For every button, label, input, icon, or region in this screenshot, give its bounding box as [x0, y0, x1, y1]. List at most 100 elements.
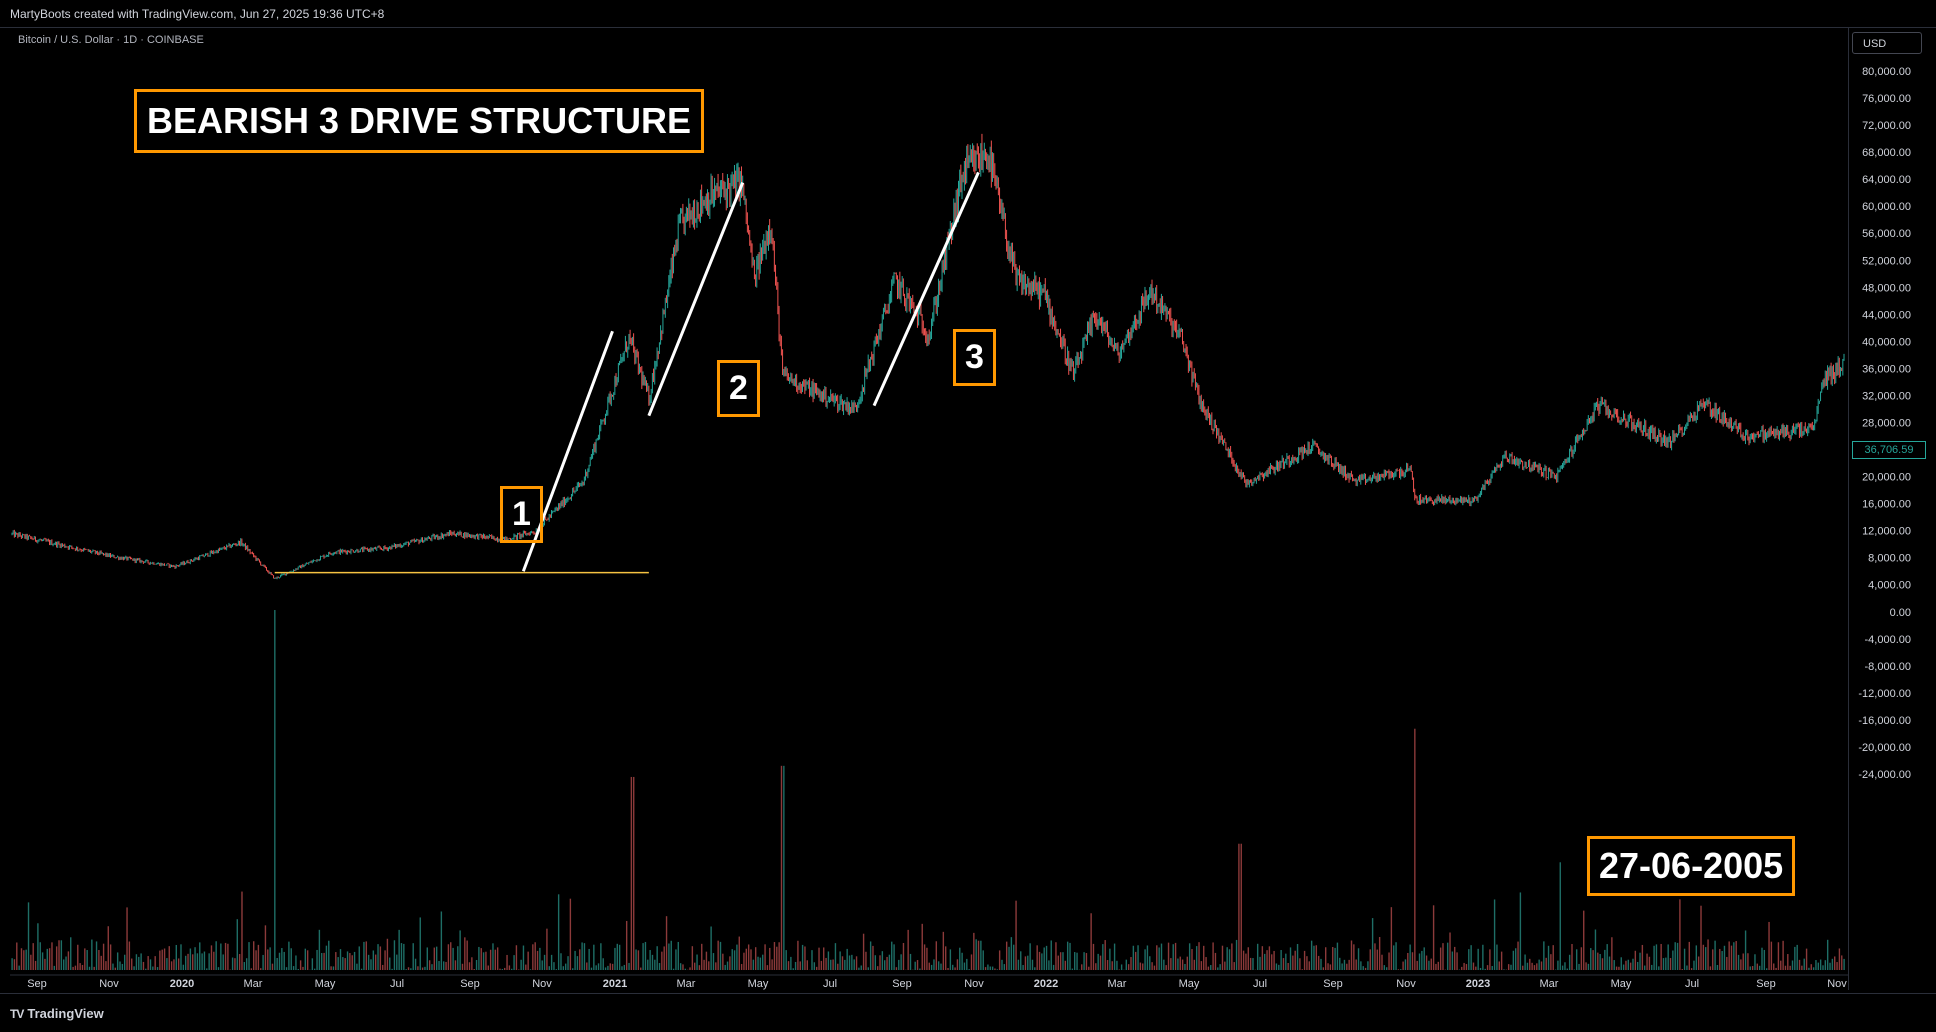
volume-bar: [595, 965, 596, 970]
volume-bar: [724, 965, 725, 970]
volume-bar: [990, 967, 991, 970]
time-tick-label: 2021: [603, 978, 627, 990]
volume-bar: [1663, 958, 1664, 970]
volume-bar: [884, 960, 885, 970]
volume-bar: [307, 950, 308, 970]
volume-bar: [1262, 946, 1263, 970]
volume-bar: [1402, 962, 1403, 970]
volume-bar: [1170, 958, 1171, 970]
volume-bar: [1236, 940, 1237, 970]
volume-bar: [408, 967, 409, 970]
date-annotation[interactable]: 27-06-2005: [1587, 836, 1795, 896]
volume-bar: [556, 969, 557, 970]
volume-bar: [337, 957, 338, 970]
volume-bar: [1243, 951, 1244, 970]
drawings: [275, 172, 979, 572]
volume-bar: [983, 950, 984, 970]
volume-bar: [795, 962, 796, 970]
volume-bar: [1208, 967, 1209, 970]
volume-bar: [1843, 959, 1844, 970]
volume-bar: [830, 960, 831, 970]
volume-bar: [1095, 963, 1096, 970]
volume-bar: [1571, 944, 1572, 970]
volume-bar: [478, 947, 479, 970]
volume-bar: [1611, 937, 1612, 970]
volume-bar: [1032, 960, 1033, 970]
drive-3-label[interactable]: 3: [953, 329, 996, 386]
volume-bar: [1119, 969, 1120, 970]
volume-bar: [1238, 844, 1239, 970]
volume-bar: [354, 952, 355, 970]
price-tick-label: 4,000.00: [1868, 580, 1911, 592]
volume-bar: [1250, 958, 1251, 970]
volume-bar: [1083, 952, 1084, 970]
volume-bar: [1058, 956, 1059, 970]
volume-bar: [1140, 963, 1141, 970]
volume-bar: [63, 959, 64, 970]
volume-bar: [1710, 966, 1711, 970]
volume-bar: [1761, 948, 1762, 970]
volume-bar: [211, 945, 212, 970]
time-tick-label: May: [315, 978, 336, 990]
volume-bar: [1567, 969, 1568, 970]
volume-bar: [1154, 966, 1155, 970]
tradingview-logo-text: TradingView: [27, 1006, 103, 1021]
volume-bar: [258, 945, 259, 970]
price-axis-border: [1848, 28, 1849, 990]
volume-bar: [870, 941, 871, 970]
drive-1-label[interactable]: 1: [500, 486, 543, 543]
volume-bar: [1034, 967, 1035, 970]
volume-bar: [347, 951, 348, 970]
volume-bar: [1545, 958, 1546, 970]
chart-pane[interactable]: [10, 28, 1848, 970]
volume-bar: [105, 961, 106, 970]
volume-bar: [717, 941, 718, 970]
volume-bar: [846, 949, 847, 970]
volume-bar: [1637, 962, 1638, 970]
volume-bar: [1313, 946, 1314, 970]
volume-bar: [1719, 949, 1720, 970]
volume-bar: [1076, 953, 1077, 970]
volume-bar: [1808, 968, 1809, 970]
volume-bar: [1318, 956, 1319, 970]
volume-bar: [1675, 942, 1676, 970]
volume-bar: [1670, 958, 1671, 970]
volume-bar: [154, 956, 155, 970]
volume-bar: [1639, 953, 1640, 970]
price-chart[interactable]: [10, 28, 1848, 970]
volume-bar: [413, 943, 414, 970]
price-tick-label: -20,000.00: [1858, 742, 1911, 754]
volume-bar: [1135, 952, 1136, 970]
volume-bar: [1658, 966, 1659, 970]
volume-bar: [549, 966, 550, 970]
volume-bar: [1466, 964, 1467, 970]
volume-bar: [509, 965, 510, 970]
volume-bar: [1398, 969, 1399, 970]
volume-bar: [288, 942, 289, 970]
volume-bar: [1799, 960, 1800, 970]
volume-bar: [776, 947, 777, 970]
volume-bar: [560, 953, 561, 970]
volume-bar: [429, 960, 430, 970]
drive-2-label[interactable]: 2: [717, 360, 760, 417]
volume-bar: [757, 957, 758, 970]
currency-button[interactable]: USD: [1852, 32, 1922, 54]
volume-bar: [1785, 966, 1786, 970]
volume-bar: [274, 610, 275, 970]
volume-bar: [1090, 913, 1091, 970]
volume-bar: [961, 953, 962, 970]
volume-bar: [1665, 958, 1666, 970]
volume-bar: [1180, 957, 1181, 970]
volume-bar: [544, 955, 545, 970]
volume-bar: [654, 960, 655, 970]
volume-bar: [741, 964, 742, 970]
volume-bar: [1306, 956, 1307, 970]
volume-bar: [1520, 892, 1521, 970]
volume-bar: [790, 957, 791, 970]
chart-title-annotation[interactable]: BEARISH 3 DRIVE STRUCTURE: [134, 89, 704, 153]
volume-bar: [1513, 951, 1514, 970]
volume-bar: [1740, 959, 1741, 970]
volume-bar: [588, 949, 589, 970]
volume-bar: [661, 952, 662, 970]
